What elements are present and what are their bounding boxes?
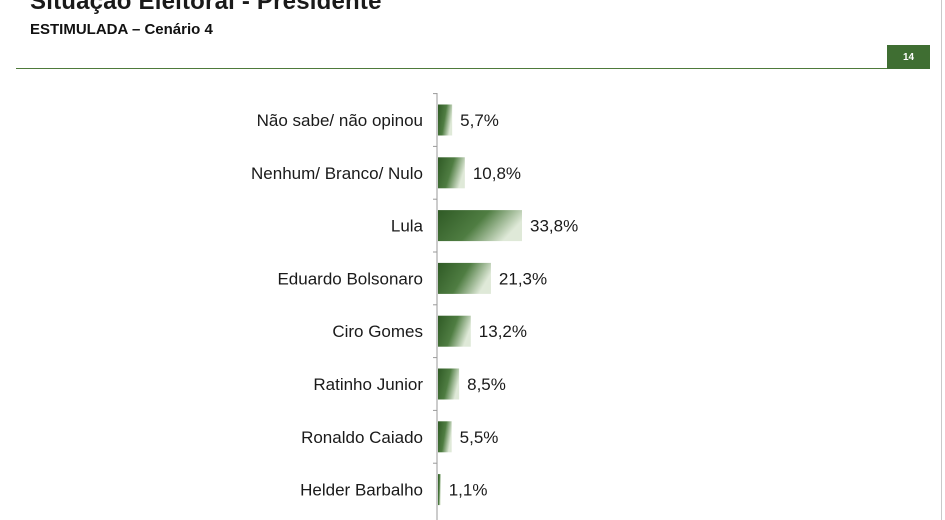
value-label: 5,5% [460,428,499,447]
value-label: 13,2% [479,322,527,341]
value-label: 21,3% [499,269,547,288]
value-label: 5,7% [460,111,499,130]
bar [438,315,471,347]
bar [438,104,453,136]
category-label: Ronaldo Caiado [301,428,423,447]
value-label: 33,8% [530,217,578,236]
bar [438,474,441,506]
value-label: 10,8% [473,164,521,183]
bar [438,157,465,189]
category-label: Lula [391,217,424,236]
category-label: Nenhum/ Branco/ Nulo [251,164,423,183]
category-label: Eduardo Bolsonaro [277,269,423,288]
value-label: 1,1% [449,481,488,500]
bar [438,262,491,294]
category-label: Helder Barbalho [300,481,423,500]
bar [438,210,522,242]
page-number-badge: 14 [887,45,930,69]
value-label: 8,5% [467,375,506,394]
header-divider [16,68,930,69]
category-label: Ratinho Junior [313,375,423,394]
category-label: Ciro Gomes [332,322,423,341]
bar [438,368,460,400]
page-title: Situação Eleitoral - Presidente [30,0,382,15]
slide-border [941,0,942,520]
category-label: Não sabe/ não opinou [257,111,423,130]
bar [438,421,452,453]
page-subtitle: ESTIMULADA – Cenário 4 [30,21,213,38]
